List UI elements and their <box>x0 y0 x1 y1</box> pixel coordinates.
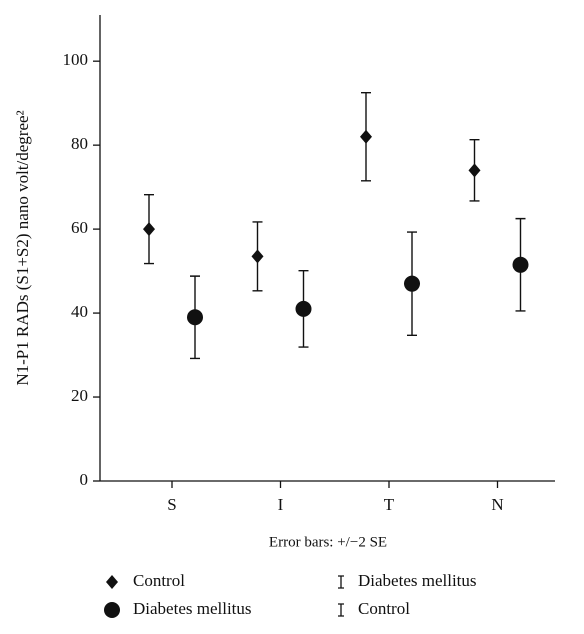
x-axis-label: Error bars: +/−2 SE <box>269 534 387 550</box>
legend-error-symbol <box>338 603 344 617</box>
legend-label: Control <box>133 571 185 590</box>
y-tick-label: 100 <box>63 50 89 69</box>
y-axis-label: N1-P1 RADs (S1+S2) nano volt/degree² <box>13 110 32 385</box>
marker <box>468 163 481 178</box>
marker <box>360 129 372 144</box>
legend-error-label: Control <box>358 599 410 618</box>
marker <box>143 222 155 237</box>
legend-error-symbol <box>338 575 344 589</box>
legend-error-label: Diabetes mellitus <box>358 571 477 590</box>
legend-marker <box>106 575 118 589</box>
y-tick-label: 40 <box>71 302 88 321</box>
x-tick-label: S <box>167 495 176 514</box>
marker <box>187 309 203 326</box>
y-tick-label: 20 <box>71 386 88 405</box>
y-tick-label: 80 <box>71 134 88 153</box>
marker <box>251 249 264 264</box>
x-tick-label: N <box>491 495 503 514</box>
y-tick-label: 60 <box>71 218 88 237</box>
x-tick-label: I <box>278 495 284 514</box>
legend-marker <box>104 602 120 618</box>
marker <box>295 300 312 317</box>
marker <box>512 256 529 273</box>
marker <box>404 275 420 292</box>
x-tick-label: T <box>384 495 395 514</box>
legend-label: Diabetes mellitus <box>133 599 252 618</box>
y-tick-label: 0 <box>80 470 89 489</box>
